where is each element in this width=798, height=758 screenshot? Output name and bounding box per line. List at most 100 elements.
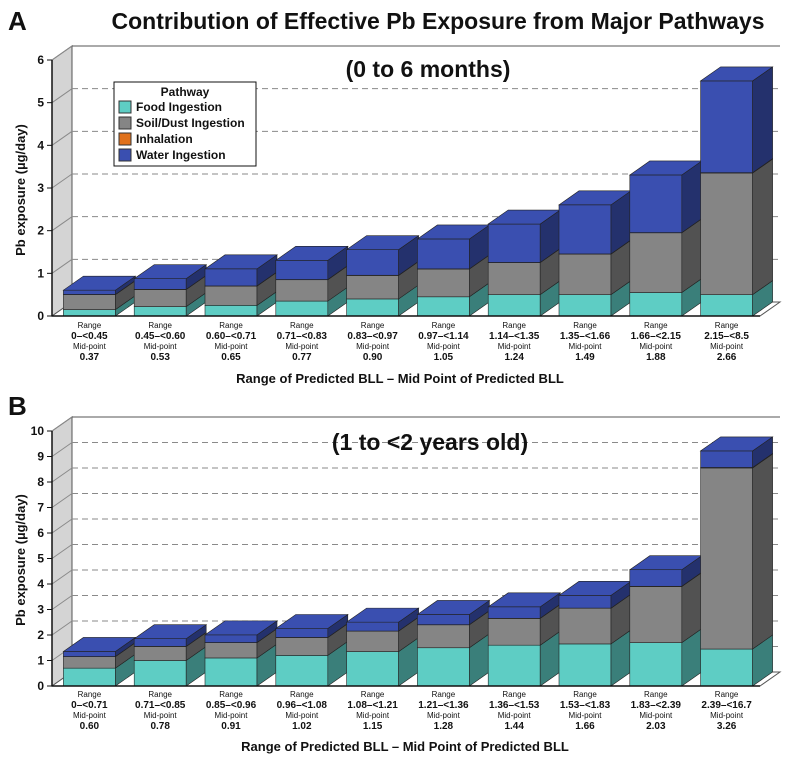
- bar-segment-water: [487, 606, 541, 619]
- bar-segment-soil: [487, 618, 541, 646]
- bar-side-soil: [752, 158, 773, 296]
- bar-stack: [416, 224, 491, 317]
- x-range-caption: Range: [361, 690, 385, 699]
- bar-segment-water: [133, 638, 187, 647]
- bar-segment-food: [700, 648, 753, 687]
- x-midpoint-caption: Mid-point: [569, 342, 603, 351]
- bar-segment-food: [63, 309, 116, 317]
- x-range-caption: Range: [644, 321, 668, 330]
- bar-top: [274, 246, 349, 261]
- x-midpoint-label: 0.78: [150, 721, 170, 732]
- bar-top: [62, 637, 137, 652]
- bar-segment-food: [133, 660, 187, 687]
- y-tick-label: 3: [37, 181, 44, 195]
- x-range-caption: Range: [78, 690, 102, 699]
- bar-stack: [274, 613, 349, 687]
- bar-top: [204, 254, 278, 270]
- y-tick-label: 2: [37, 628, 44, 642]
- y-tick-label: 6: [37, 53, 44, 67]
- bar-stack: [628, 555, 703, 687]
- x-range-label: 0.71–<0.85: [135, 700, 186, 711]
- legend-swatch-inhalation: [118, 132, 132, 146]
- bar-stack: [416, 599, 491, 687]
- x-range-label: 1.08–<1.21: [347, 700, 398, 711]
- panel-letter-a: A: [8, 6, 27, 36]
- bar-stack: [274, 245, 349, 317]
- x-axis-label-b: Range of Predicted BLL – Mid Point of Pr…: [241, 739, 569, 754]
- bar-segment-water: [204, 634, 258, 643]
- x-midpoint-caption: Mid-point: [639, 711, 673, 720]
- y-tick-label: 0: [37, 309, 44, 323]
- x-range-label: 1.53–<1.83: [560, 700, 611, 711]
- bar-stack: [62, 636, 137, 687]
- bar-segment-soil: [558, 607, 612, 645]
- bar-stack: [487, 209, 562, 317]
- x-midpoint-label: 3.26: [717, 721, 737, 732]
- y-tick-label: 6: [37, 526, 44, 540]
- gridline-wall: [51, 88, 73, 104]
- panel-b: B 012345678910Range0–<0.71Mid-point0.60R…: [8, 391, 782, 754]
- bar-segment-food: [275, 300, 329, 317]
- y-axis-label-a: Pb exposure (µg/day): [13, 124, 28, 256]
- x-range-caption: Range: [644, 690, 668, 699]
- bar-segment-water: [63, 651, 116, 657]
- y-tick-label: 4: [37, 138, 44, 152]
- gridline-wall: [51, 467, 73, 483]
- gridline-wall: [51, 130, 73, 146]
- x-midpoint-caption: Mid-point: [285, 711, 319, 720]
- bar-segment-food: [346, 298, 399, 317]
- x-midpoint-label: 1.15: [363, 721, 383, 732]
- bar-segment-water: [629, 569, 683, 587]
- bar-segment-food: [558, 643, 612, 687]
- bar-stack: [628, 160, 703, 317]
- gridline-wall: [51, 258, 73, 274]
- legend: Pathway Food Ingestion Soil/Dust Ingesti…: [113, 81, 257, 167]
- y-tick-label: 3: [37, 603, 44, 617]
- x-midpoint-label: 0.77: [292, 352, 312, 363]
- bar-segment-water: [63, 289, 116, 295]
- bar-segment-food: [133, 306, 187, 317]
- x-midpoint-caption: Mid-point: [639, 342, 673, 351]
- bar-segment-soil: [487, 262, 541, 295]
- y-tick-label: 7: [37, 501, 44, 515]
- x-midpoint-label: 0.60: [80, 721, 100, 732]
- bar-segment-food: [417, 647, 470, 687]
- x-range-label: 2.15–<8.5: [704, 331, 749, 342]
- x-range-caption: Range: [78, 321, 102, 330]
- x-range-label: 1.35–<1.66: [560, 331, 611, 342]
- bar-segment-soil: [133, 646, 187, 661]
- bar-segment-food: [558, 294, 612, 317]
- legend-swatch-food: [118, 100, 132, 114]
- x-range-caption: Range: [432, 690, 456, 699]
- bar-top: [133, 264, 208, 279]
- gridline-wall: [51, 620, 73, 636]
- x-midpoint-caption: Mid-point: [144, 342, 178, 351]
- x-range-caption: Range: [573, 690, 597, 699]
- x-range-caption: Range: [573, 321, 597, 330]
- y-tick-label: 1: [37, 654, 44, 668]
- x-range-caption: Range: [715, 690, 739, 699]
- x-midpoint-label: 1.05: [434, 352, 454, 363]
- bar-segment-food: [63, 667, 116, 687]
- bar-segment-soil: [133, 289, 187, 307]
- gridline-wall: [51, 416, 73, 432]
- y-tick-label: 2: [37, 224, 44, 238]
- bar-segment-water: [700, 80, 753, 173]
- bar-side-soil: [752, 453, 773, 650]
- x-range-label: 2.39–<16.7: [701, 700, 752, 711]
- x-range-caption: Range: [290, 321, 314, 330]
- x-midpoint-label: 1.28: [434, 721, 454, 732]
- x-range-label: 0–<0.45: [71, 331, 108, 342]
- bar-segment-food: [275, 655, 329, 687]
- x-range-label: 1.21–<1.36: [418, 700, 469, 711]
- x-midpoint-label: 2.66: [717, 352, 737, 363]
- bar-stack: [487, 592, 562, 687]
- legend-label-food: Food Ingestion: [136, 100, 222, 114]
- legend-swatch-water: [118, 148, 132, 162]
- legend-swatch-soil: [118, 116, 132, 130]
- gridline-wall: [51, 173, 73, 189]
- x-midpoint-caption: Mid-point: [285, 342, 319, 351]
- gridline-wall: [51, 442, 73, 457]
- legend-label-water: Water Ingestion: [136, 148, 226, 162]
- bar-segment-soil: [346, 630, 399, 652]
